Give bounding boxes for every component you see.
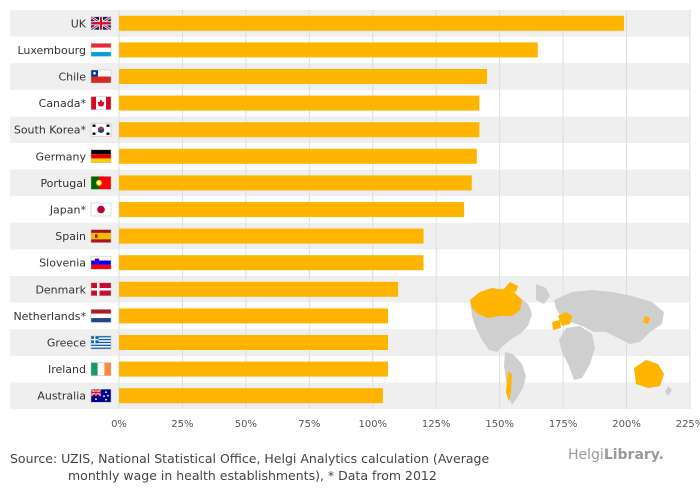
category-label: Canada* xyxy=(39,97,87,110)
spain-flag-icon xyxy=(90,229,112,243)
x-tick-label: 0% xyxy=(111,419,127,430)
bar xyxy=(119,95,480,111)
bar xyxy=(119,228,424,244)
logo-text-prefix: Helgi xyxy=(568,447,604,463)
netherlands-flag-icon xyxy=(90,309,112,323)
category-label: Denmark xyxy=(35,283,86,296)
denmark-flag-icon xyxy=(90,282,112,297)
category-label: Japan* xyxy=(49,204,87,217)
category-label: Germany xyxy=(35,150,86,163)
category-label: Greece xyxy=(47,337,86,350)
bar xyxy=(119,255,424,271)
category-label: Luxembourg xyxy=(17,44,86,57)
source-line-1: Source: UZIS, National Statistical Offic… xyxy=(10,451,490,466)
helgi-library-logo: HelgiLibrary. xyxy=(568,447,664,463)
category-label: UK xyxy=(71,17,87,30)
bar xyxy=(119,281,399,297)
bar xyxy=(119,388,383,404)
x-tick-label: 175% xyxy=(549,419,578,430)
ireland-flag-icon xyxy=(90,362,112,376)
source-line-2: monthly wage in health establishments), … xyxy=(68,468,437,483)
luxembourg-flag-icon xyxy=(90,43,112,57)
category-label: South Korea* xyxy=(14,124,87,137)
portugal-flag-icon xyxy=(90,176,112,190)
category-label: Portugal xyxy=(40,177,86,190)
chile-flag-icon xyxy=(90,69,112,84)
category-label: Netherlands* xyxy=(13,310,86,323)
world-map-illustration xyxy=(470,282,672,405)
category-label: Spain xyxy=(55,230,86,243)
source-note: Source: UZIS, National Statistical Offic… xyxy=(10,450,530,484)
category-label: Slovenia xyxy=(39,257,86,270)
category-label: Ireland xyxy=(48,363,86,376)
x-tick-label: 150% xyxy=(485,419,514,430)
bar xyxy=(119,335,389,350)
category-label: Chile xyxy=(58,71,86,84)
canada-flag-icon xyxy=(90,96,112,110)
australia-flag-icon xyxy=(90,388,112,403)
x-tick-label: 125% xyxy=(422,419,451,430)
bar xyxy=(119,42,538,58)
bar xyxy=(119,15,625,31)
germany-flag-icon xyxy=(90,149,112,164)
greece-flag-icon xyxy=(90,335,112,350)
bar xyxy=(119,308,389,324)
slovenia-flag-icon xyxy=(90,255,112,270)
bar xyxy=(119,202,465,217)
uk-flag-icon xyxy=(90,15,112,31)
bar-chart: UK Luxembourg Chile Canada* South Korea* Germ… xyxy=(10,10,700,430)
bar xyxy=(119,148,477,164)
japan-flag-icon xyxy=(90,202,112,217)
x-tick-label: 225% xyxy=(676,419,700,430)
x-tick-label: 200% xyxy=(612,419,641,430)
x-tick-label: 50% xyxy=(235,419,257,430)
x-tick-label: 25% xyxy=(171,419,193,430)
south-korea-flag-icon xyxy=(90,122,112,137)
bar xyxy=(119,361,389,377)
category-label: Australia xyxy=(37,390,86,403)
logo-text-suffix: Library. xyxy=(603,447,664,463)
x-tick-label: 100% xyxy=(358,419,387,430)
x-tick-label: 75% xyxy=(298,419,320,430)
bar xyxy=(119,69,487,84)
bar xyxy=(119,175,472,191)
bar xyxy=(119,122,480,138)
